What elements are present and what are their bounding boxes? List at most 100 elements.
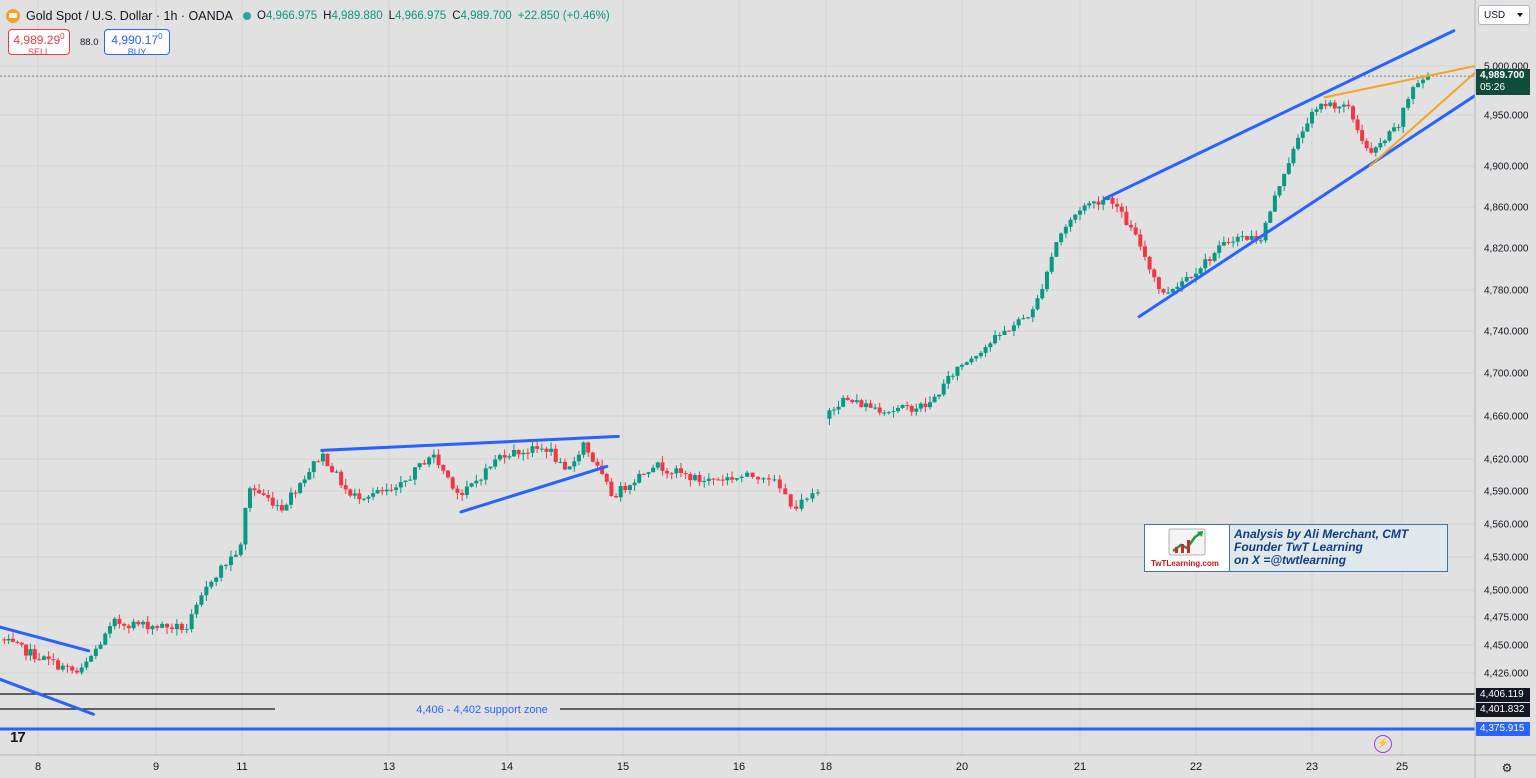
candle-body [1337, 106, 1342, 109]
annotation-text: Analysis by Ali Merchant, CMT Founder Tw… [1230, 525, 1408, 571]
candle-body [507, 456, 512, 458]
candle-body [1082, 205, 1087, 211]
settings-gear-icon[interactable]: ⚙ [1501, 761, 1513, 775]
candle-body [1021, 318, 1026, 320]
symbol-title[interactable]: Gold Spot / U.S. Dollar · 1h · OANDA [26, 9, 234, 23]
candle-body [165, 623, 170, 628]
lightning-icon[interactable]: ⚡ [1374, 735, 1392, 753]
author-annotation[interactable]: TwTLearning.com Analysis by Ali Merchant… [1144, 524, 1448, 572]
candle-body [131, 621, 136, 629]
candle-body [60, 665, 65, 670]
candle-body [697, 475, 702, 482]
candle-body [756, 476, 761, 480]
candle-body [1203, 259, 1208, 269]
candle-body [2, 639, 7, 641]
time-tick-label: 16 [733, 761, 745, 773]
candle-body [810, 493, 815, 499]
price-tick-label: 5,000.000 [1484, 62, 1529, 73]
candle-body [850, 399, 855, 403]
candle-body [228, 556, 233, 566]
candle-body [224, 565, 229, 567]
candle-body [716, 479, 721, 481]
candle-body [1152, 269, 1157, 278]
candle-body [595, 461, 600, 466]
candle-body [51, 659, 56, 661]
candle-body [1194, 273, 1198, 278]
candle-body [233, 554, 238, 557]
support-zone-label: 4,406 - 4,402 support zone [416, 704, 547, 716]
candle-body [289, 492, 293, 505]
candle-body [665, 470, 670, 474]
candle-body [845, 397, 850, 400]
candle-body [669, 473, 674, 475]
candle-body [199, 595, 204, 605]
time-tick-label: 25 [1396, 761, 1408, 773]
candle-body [1096, 201, 1101, 205]
candle-body [371, 493, 376, 497]
open-value: 4,966.975 [265, 10, 318, 22]
open-label: O [257, 10, 266, 22]
candle-body [474, 480, 479, 484]
candle-body [1249, 235, 1254, 240]
candle-body [247, 488, 252, 508]
candle-body [932, 396, 937, 403]
candle-body [1007, 330, 1012, 332]
candle-body [730, 477, 735, 480]
time-tick-label: 22 [1190, 761, 1202, 773]
candle-body [243, 507, 248, 545]
tradingview-logo[interactable]: 17 [10, 729, 26, 746]
candle-body [1420, 79, 1425, 84]
candle-body [799, 499, 804, 509]
buy-price: 4,990.17 [111, 33, 159, 47]
price-tick-label: 4,500.000 [1484, 586, 1529, 597]
candle-body [1268, 211, 1273, 223]
candle-body [320, 453, 325, 462]
candle-body [1189, 276, 1194, 278]
candle-body [1396, 126, 1401, 128]
candle-body [1231, 241, 1236, 243]
candle-body [316, 461, 321, 463]
candle-body [189, 614, 194, 630]
candle-body [794, 506, 799, 509]
candle-body [19, 642, 24, 645]
price-tick-label: 4,530.000 [1484, 553, 1529, 564]
candle-body [549, 448, 554, 452]
candle-body [1401, 107, 1406, 127]
candle-body [905, 405, 910, 407]
candle-body [609, 481, 614, 497]
buy-button[interactable]: 4,990.170 BUY [104, 29, 170, 57]
annotation-line-2: Founder TwT Learning [1234, 540, 1363, 554]
candle-body [567, 466, 572, 470]
candle-body [864, 403, 868, 408]
candle-body [174, 623, 179, 630]
candle-body [572, 461, 577, 467]
candle-body [1040, 289, 1045, 299]
candle-body [637, 473, 642, 483]
candle-body [330, 466, 335, 473]
candle-body [1310, 111, 1314, 124]
sell-button[interactable]: 4,989.290 SELL [8, 29, 70, 57]
candle-body [623, 486, 628, 491]
currency-dropdown[interactable]: USD [1478, 5, 1530, 25]
candle-body [854, 400, 859, 403]
candle-body [1166, 292, 1171, 294]
candle-body [325, 453, 330, 467]
candle-body [614, 496, 619, 498]
candle-body [783, 488, 788, 495]
candle-body [955, 366, 960, 376]
candle-body [1382, 140, 1387, 144]
candle-body [126, 625, 131, 629]
candle-body [160, 623, 165, 628]
candle-body [270, 497, 275, 506]
candle-body [422, 463, 427, 465]
gold-symbol-icon [6, 9, 20, 23]
candle-body [1245, 236, 1250, 240]
candle-body [815, 492, 820, 494]
candle-body [692, 475, 697, 481]
channel-trendline [459, 464, 609, 514]
channel-trendline [0, 625, 91, 653]
candle-body [1073, 214, 1078, 220]
bar-countdown: 05:26 [1480, 82, 1506, 93]
candle-body [37, 659, 42, 661]
